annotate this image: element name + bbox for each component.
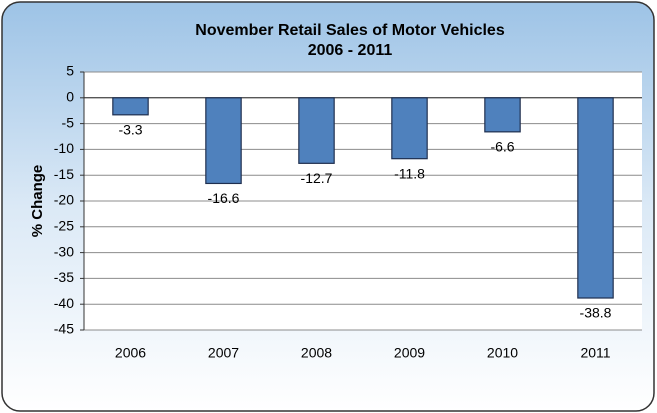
bar xyxy=(112,97,149,116)
y-tick-label: 0 xyxy=(66,89,74,105)
x-tick-label: 2007 xyxy=(208,345,239,361)
y-axis-label: % Change xyxy=(29,165,46,238)
y-tick-label: -45 xyxy=(54,321,74,337)
x-tick-label: 2011 xyxy=(580,345,610,361)
y-tick-label: -10 xyxy=(54,140,74,156)
data-label: -6.6 xyxy=(490,139,514,155)
x-tick-label: 2008 xyxy=(301,345,332,361)
y-tick-label: -35 xyxy=(54,269,74,285)
chart-subtitle: 2006 - 2011 xyxy=(308,42,393,59)
y-tick-label: -40 xyxy=(54,295,74,311)
data-label: -3.3 xyxy=(118,122,142,138)
bar xyxy=(391,97,428,160)
bar xyxy=(484,97,521,133)
y-tick-label: -25 xyxy=(54,218,74,234)
data-label: -16.6 xyxy=(208,190,240,206)
bar xyxy=(205,97,242,185)
x-tick-label: 2009 xyxy=(394,345,425,361)
y-tick-label: -5 xyxy=(62,114,75,130)
bar xyxy=(577,97,614,299)
data-label: -38.8 xyxy=(580,305,612,321)
chart-title: November Retail Sales of Motor Vehicles xyxy=(195,22,505,39)
bar xyxy=(298,97,335,164)
y-tick-label: 5 xyxy=(66,63,74,79)
x-tick-label: 2006 xyxy=(115,345,146,361)
y-tick-label: -20 xyxy=(54,192,74,208)
data-label: -11.8 xyxy=(394,165,425,181)
y-tick-label: -30 xyxy=(54,243,74,259)
x-tick-label: 2010 xyxy=(487,345,518,361)
y-tick-label: -15 xyxy=(54,166,74,182)
data-label: -12.7 xyxy=(301,170,333,186)
